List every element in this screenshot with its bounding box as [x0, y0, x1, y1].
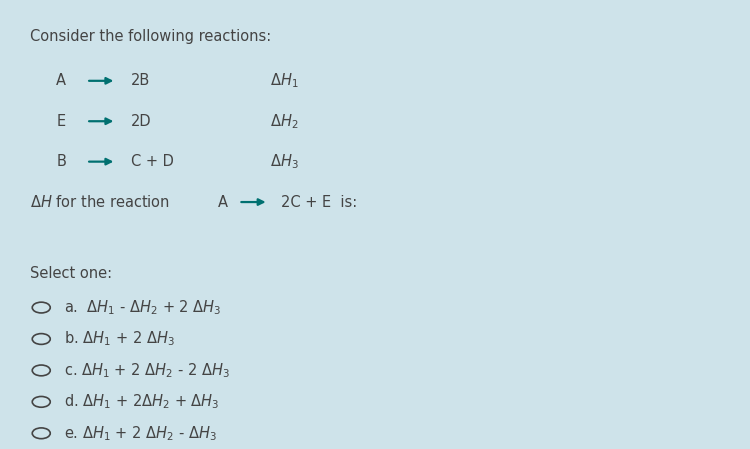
Text: b. $\Delta H_1$ + 2 $\Delta H_3$: b. $\Delta H_1$ + 2 $\Delta H_3$	[64, 330, 175, 348]
Text: a.  $\Delta H_1$ - $\Delta H_2$ + 2 $\Delta H_3$: a. $\Delta H_1$ - $\Delta H_2$ + 2 $\Del…	[64, 298, 221, 317]
Text: A: A	[217, 194, 227, 210]
Text: $\Delta H_3$: $\Delta H_3$	[270, 152, 298, 171]
Text: e. $\Delta H_1$ + 2 $\Delta H_2$ - $\Delta H_3$: e. $\Delta H_1$ + 2 $\Delta H_2$ - $\Del…	[64, 424, 217, 443]
Text: $\Delta H_1$: $\Delta H_1$	[270, 71, 298, 90]
Text: E: E	[56, 114, 65, 129]
Text: $\Delta H$ for the reaction: $\Delta H$ for the reaction	[30, 194, 170, 210]
Text: d. $\Delta H_1$ + 2$\Delta H_2$ + $\Delta H_3$: d. $\Delta H_1$ + 2$\Delta H_2$ + $\Delt…	[64, 392, 219, 411]
Text: C + D: C + D	[131, 154, 174, 169]
Text: 2B: 2B	[131, 73, 151, 88]
Text: c. $\Delta H_1$ + 2 $\Delta H_2$ - 2 $\Delta H_3$: c. $\Delta H_1$ + 2 $\Delta H_2$ - 2 $\D…	[64, 361, 229, 380]
Text: B: B	[56, 154, 66, 169]
Text: Select one:: Select one:	[30, 266, 112, 282]
Text: Consider the following reactions:: Consider the following reactions:	[30, 29, 272, 44]
Text: $\Delta H_2$: $\Delta H_2$	[270, 112, 298, 131]
Text: 2D: 2D	[131, 114, 152, 129]
Text: 2C + E  is:: 2C + E is:	[281, 194, 358, 210]
Text: A: A	[56, 73, 66, 88]
